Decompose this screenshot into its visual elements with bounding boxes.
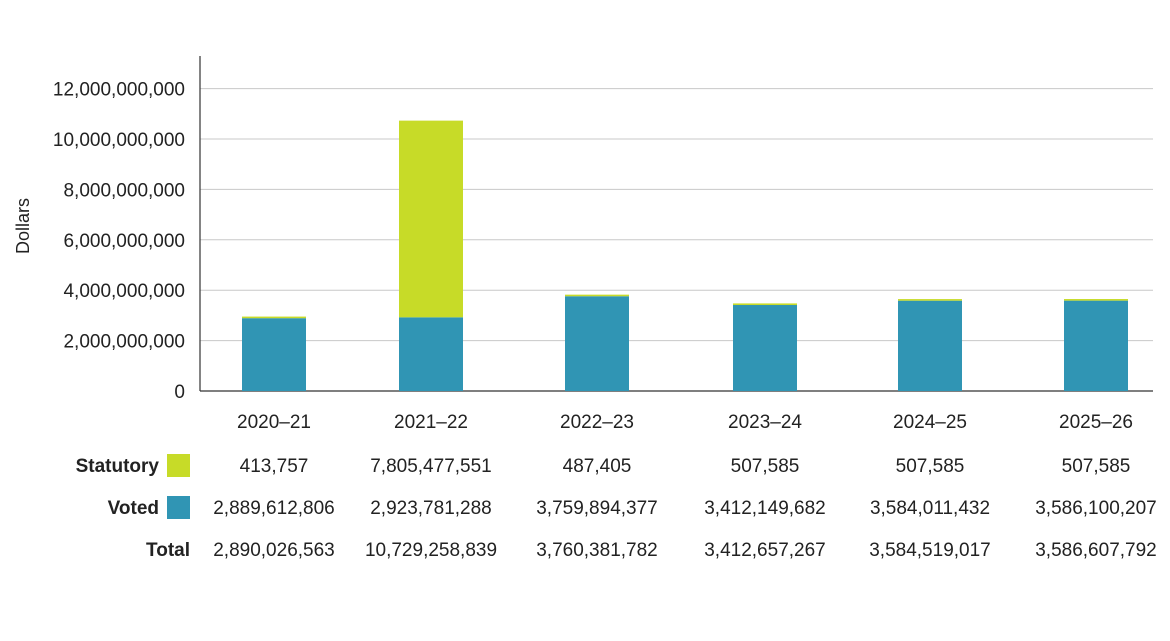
bar-statutory: [399, 120, 463, 318]
table-cell: 3,584,519,017: [869, 540, 991, 561]
bar-voted: [733, 305, 797, 391]
table-row-label: Statutory: [76, 456, 160, 477]
table-cell: 3,586,607,792: [1035, 540, 1157, 561]
table-cell: 3,584,011,432: [870, 498, 990, 519]
bar-statutory: [733, 303, 797, 306]
table-cell: 507,585: [1062, 456, 1131, 477]
data-table: Statutory 413,757 7,805,477,551 487,405 507,…: [76, 454, 1157, 561]
bar-statutory: [242, 316, 306, 319]
bar-voted: [898, 300, 962, 391]
table-cell: 10,729,258,839: [365, 540, 497, 561]
table-cell: 3,412,149,682: [704, 498, 826, 519]
table-cell: 2,923,781,288: [370, 498, 492, 519]
table-cell: 7,805,477,551: [370, 456, 492, 477]
x-tick-label: 2020–21: [237, 412, 311, 433]
y-tick-label: 6,000,000,000: [63, 231, 185, 252]
bar-voted: [399, 317, 463, 391]
x-tick-label: 2025–26: [1059, 412, 1133, 433]
y-tick-label: 0: [174, 382, 185, 403]
table-row-label: Voted: [108, 498, 159, 519]
table-row-label: Total: [146, 540, 190, 561]
x-tick-label: 2022–23: [560, 412, 634, 433]
gridlines: [200, 88, 1153, 342]
bars: [242, 120, 1128, 391]
x-tick-labels: 2020–21 2021–22 2022–23 2023–24 2024–25 2025–…: [237, 412, 1133, 433]
y-tick-label: 4,000,000,000: [63, 281, 185, 302]
table-cell: 413,757: [240, 456, 309, 477]
x-tick-label: 2021–22: [394, 412, 468, 433]
table-cell: 3,412,657,267: [704, 540, 826, 561]
bar-statutory: [565, 294, 629, 297]
bar-statutory: [898, 299, 962, 301]
axes: 0 2,000,000,000 4,000,000,000 6,000,000,000…: [53, 56, 1153, 403]
table-cell: 507,585: [731, 456, 800, 477]
table-cell: 3,586,100,207: [1035, 498, 1157, 519]
table-cell: 3,759,894,377: [536, 498, 658, 519]
y-tick-label: 2,000,000,000: [63, 332, 185, 353]
legend-swatch-statutory: [167, 454, 190, 477]
x-tick-label: 2023–24: [728, 412, 802, 433]
table-cell: 507,585: [896, 456, 965, 477]
table-cell: 487,405: [563, 456, 632, 477]
bar-voted: [242, 318, 306, 391]
bar-statutory: [1064, 299, 1128, 301]
table-cell: 2,890,026,563: [213, 540, 335, 561]
y-tick-label: 8,000,000,000: [63, 180, 185, 201]
table-cell: 3,760,381,782: [536, 540, 658, 561]
y-tick-label: 10,000,000,000: [53, 130, 185, 151]
legend-swatch-voted: [167, 496, 190, 519]
y-tick-label: 12,000,000,000: [53, 80, 185, 101]
bar-voted: [565, 296, 629, 391]
y-axis-label: Dollars: [13, 198, 33, 254]
x-tick-label: 2024–25: [893, 412, 967, 433]
table-cell: 2,889,612,806: [213, 498, 335, 519]
bar-voted: [1064, 300, 1128, 391]
